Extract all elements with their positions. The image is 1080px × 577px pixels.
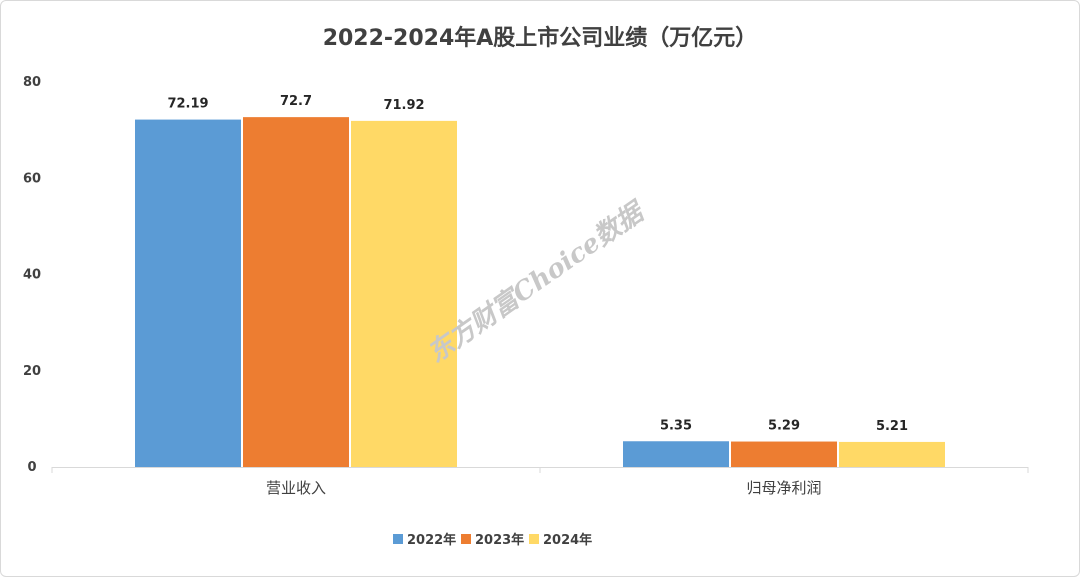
data-label: 71.92: [383, 98, 424, 113]
bar: [243, 117, 349, 467]
data-label: 5.29: [768, 419, 800, 434]
bar: [135, 119, 241, 467]
bar: [839, 441, 945, 467]
y-tick-label: 20: [23, 364, 41, 379]
y-tick-label: 80: [23, 75, 41, 90]
legend-swatch: [529, 534, 539, 544]
bar: [351, 120, 457, 467]
chart-title: 2022-2024年A股上市公司业绩（万亿元）: [323, 25, 758, 51]
y-axis: 0 20 40 60 80: [23, 75, 41, 475]
legend: 2022年 2023年 2024年: [393, 532, 592, 548]
legend-label: 2024年: [543, 532, 592, 548]
bar: [731, 441, 837, 467]
legend-swatch: [461, 534, 471, 544]
bar: [623, 441, 729, 467]
data-label: 72.7: [280, 94, 312, 109]
legend-swatch: [393, 534, 403, 544]
bars: 72.19 72.7 71.92 5.35 5.29 5.21: [135, 94, 945, 467]
data-label: 5.35: [660, 418, 692, 433]
legend-label: 2022年: [407, 532, 456, 548]
y-tick-label: 40: [23, 268, 41, 283]
legend-label: 2023年: [475, 532, 524, 548]
data-label: 72.19: [167, 97, 208, 112]
x-category-label: 归母净利润: [746, 479, 821, 497]
y-tick-label: 60: [23, 171, 41, 186]
y-tick-label: 0: [27, 460, 36, 475]
category-labels: 营业收入 归母净利润: [51, 467, 1029, 497]
data-label: 5.21: [876, 419, 908, 434]
x-category-label: 营业收入: [266, 479, 326, 497]
